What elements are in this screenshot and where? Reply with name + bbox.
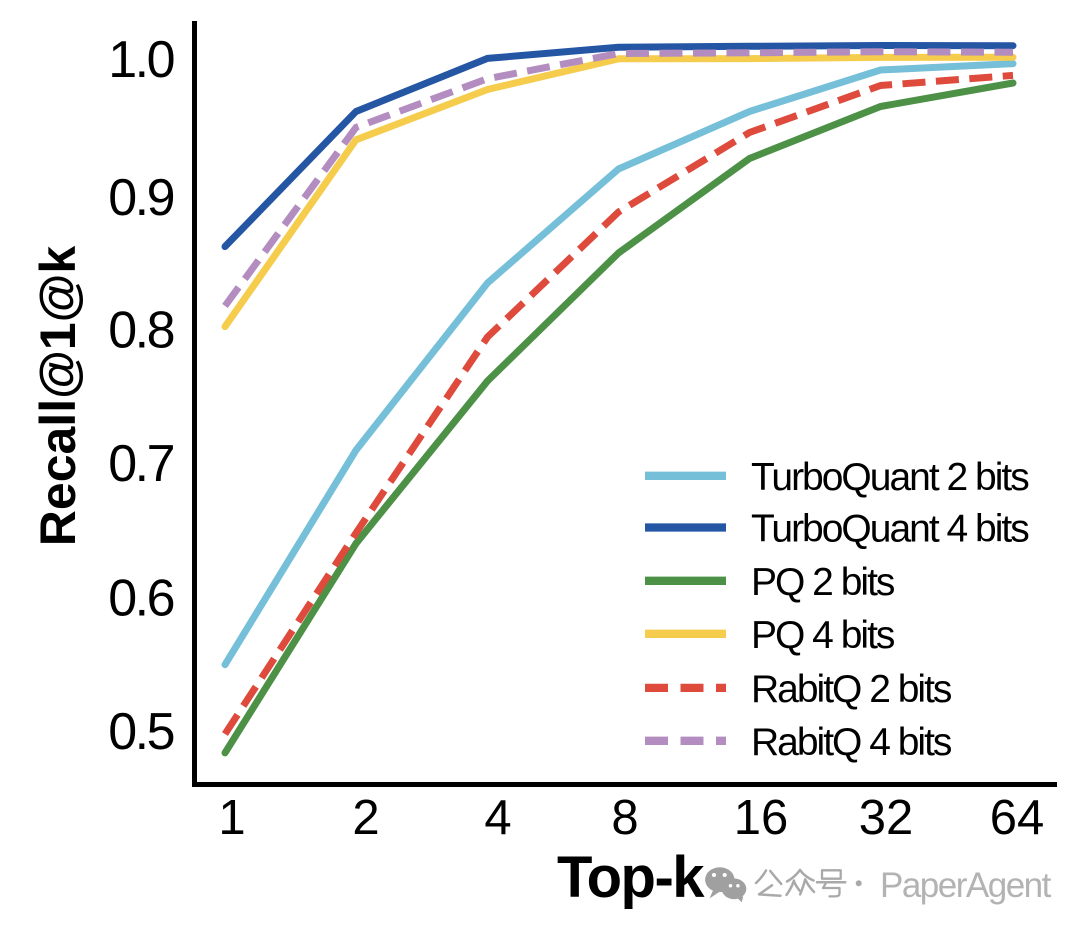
svg-text:1.0: 1.0 (108, 31, 173, 89)
svg-text:PaperAgent: PaperAgent (880, 866, 1052, 905)
svg-text:1: 1 (218, 791, 245, 845)
svg-text:0.7: 0.7 (108, 435, 173, 493)
svg-text:2: 2 (352, 791, 379, 845)
svg-text:RabitQ 2 bits: RabitQ 2 bits (751, 668, 952, 711)
svg-text:0.9: 0.9 (108, 169, 173, 227)
svg-text:0.8: 0.8 (108, 302, 173, 360)
svg-text:TurboQuant 2 bits: TurboQuant 2 bits (751, 456, 1029, 499)
svg-text:0.6: 0.6 (108, 570, 173, 628)
svg-text:16: 16 (734, 791, 789, 845)
svg-text:Recall@1@k: Recall@1@k (30, 246, 86, 547)
svg-text:0.5: 0.5 (108, 703, 173, 761)
svg-text:PQ 2 bits: PQ 2 bits (751, 561, 895, 604)
svg-text:PQ 4 bits: PQ 4 bits (751, 614, 895, 657)
svg-text:8: 8 (611, 791, 638, 845)
svg-text:32: 32 (859, 791, 914, 845)
svg-text:4: 4 (484, 791, 511, 845)
svg-text:RabitQ 4 bits: RabitQ 4 bits (751, 721, 952, 764)
svg-text:TurboQuant 4 bits: TurboQuant 4 bits (751, 508, 1029, 551)
svg-text:Top-k: Top-k (557, 845, 705, 910)
svg-text:64: 64 (990, 791, 1045, 845)
